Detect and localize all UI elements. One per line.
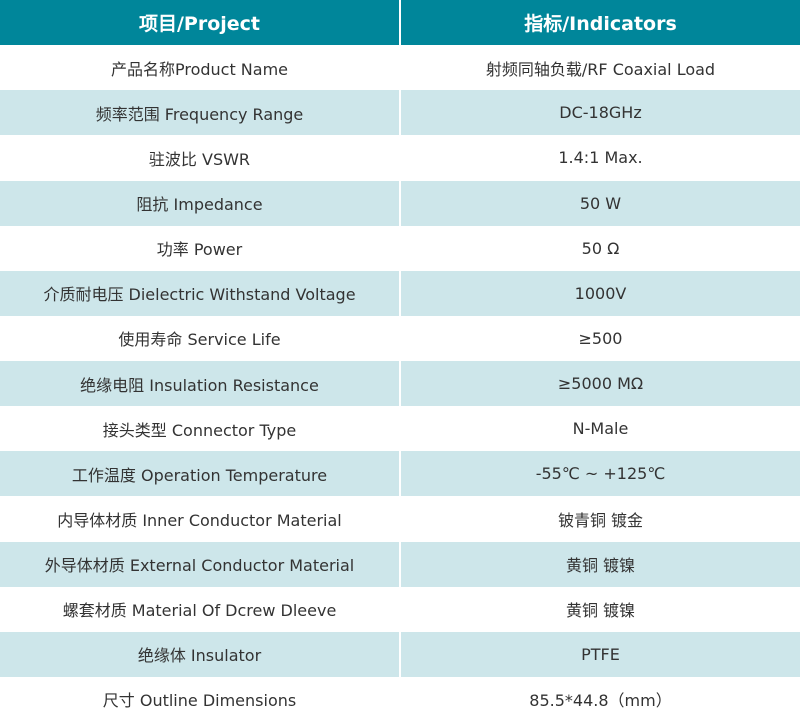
row-value: N-Male bbox=[399, 406, 800, 452]
row-label: 产品名称Product Name bbox=[110, 59, 289, 79]
row-value: DC-18GHz bbox=[399, 90, 800, 136]
row-label: 绝缘电阻 Insulation Resistance bbox=[0, 361, 399, 407]
row-value: 黄铜 镀镍 bbox=[399, 586, 800, 632]
row-value: 射频同轴负载/RF Coaxial Load bbox=[399, 45, 800, 91]
row-value: 1.4:1 Max. bbox=[399, 135, 800, 181]
row-label: 外导体材质 External Conductor Material bbox=[0, 541, 399, 587]
row-label: 使用寿命 Service Life bbox=[118, 330, 281, 350]
header-indicators: 指标/Indicators bbox=[399, 0, 800, 46]
row-value: 1000V bbox=[399, 270, 800, 316]
row-label: 工作温度 Operation Temperature bbox=[0, 451, 399, 497]
row-value: 铍青铜 镀金 bbox=[399, 496, 800, 542]
row-label: 绝缘体 Insulator bbox=[0, 631, 399, 677]
header-project: 项目/Project bbox=[0, 0, 399, 46]
row-label: 阻抗 Impedance bbox=[0, 180, 399, 226]
row-label: 频率范围 Frequency Range bbox=[0, 90, 399, 136]
row-value: ≥5000 MΩ bbox=[399, 361, 800, 407]
row-value: PTFE bbox=[399, 631, 800, 677]
row-value: 50 Ω bbox=[399, 225, 800, 271]
row-label: 功率 Power bbox=[156, 240, 243, 260]
row-label: 驻波比 VSWR bbox=[148, 149, 251, 169]
row-label: 内导体材质 Inner Conductor Material bbox=[57, 510, 342, 530]
row-value: 85.5*44.8（mm） bbox=[399, 676, 800, 722]
row-value: 50 W bbox=[399, 180, 800, 226]
row-value: ≥500 bbox=[399, 315, 800, 361]
row-label: 接头类型 Connector Type bbox=[102, 420, 297, 440]
row-label: 螺套材质 Material Of Dcrew Dleeve bbox=[62, 601, 337, 621]
row-label: 尺寸 Outline Dimensions bbox=[102, 691, 297, 711]
row-value: -55℃ ~ +125℃ bbox=[399, 451, 800, 497]
row-value: 黄铜 镀镍 bbox=[399, 541, 800, 587]
row-label: 介质耐电压 Dielectric Withstand Voltage bbox=[0, 270, 399, 316]
